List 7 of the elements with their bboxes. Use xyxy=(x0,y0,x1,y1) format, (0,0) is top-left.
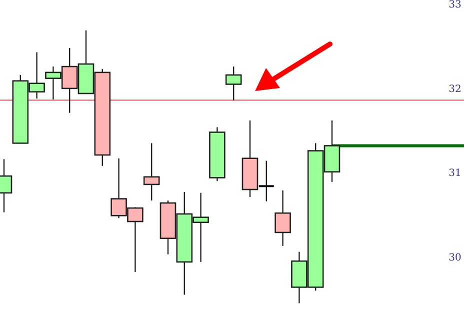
y-tick-label: 31 xyxy=(448,168,462,180)
candlestick xyxy=(274,190,291,247)
y-tick-label: 33 xyxy=(448,0,462,11)
candlestick xyxy=(225,66,242,101)
y-tick-label: 30 xyxy=(448,252,462,264)
y-tick-label: 32 xyxy=(448,84,462,95)
candlestick xyxy=(143,142,160,202)
